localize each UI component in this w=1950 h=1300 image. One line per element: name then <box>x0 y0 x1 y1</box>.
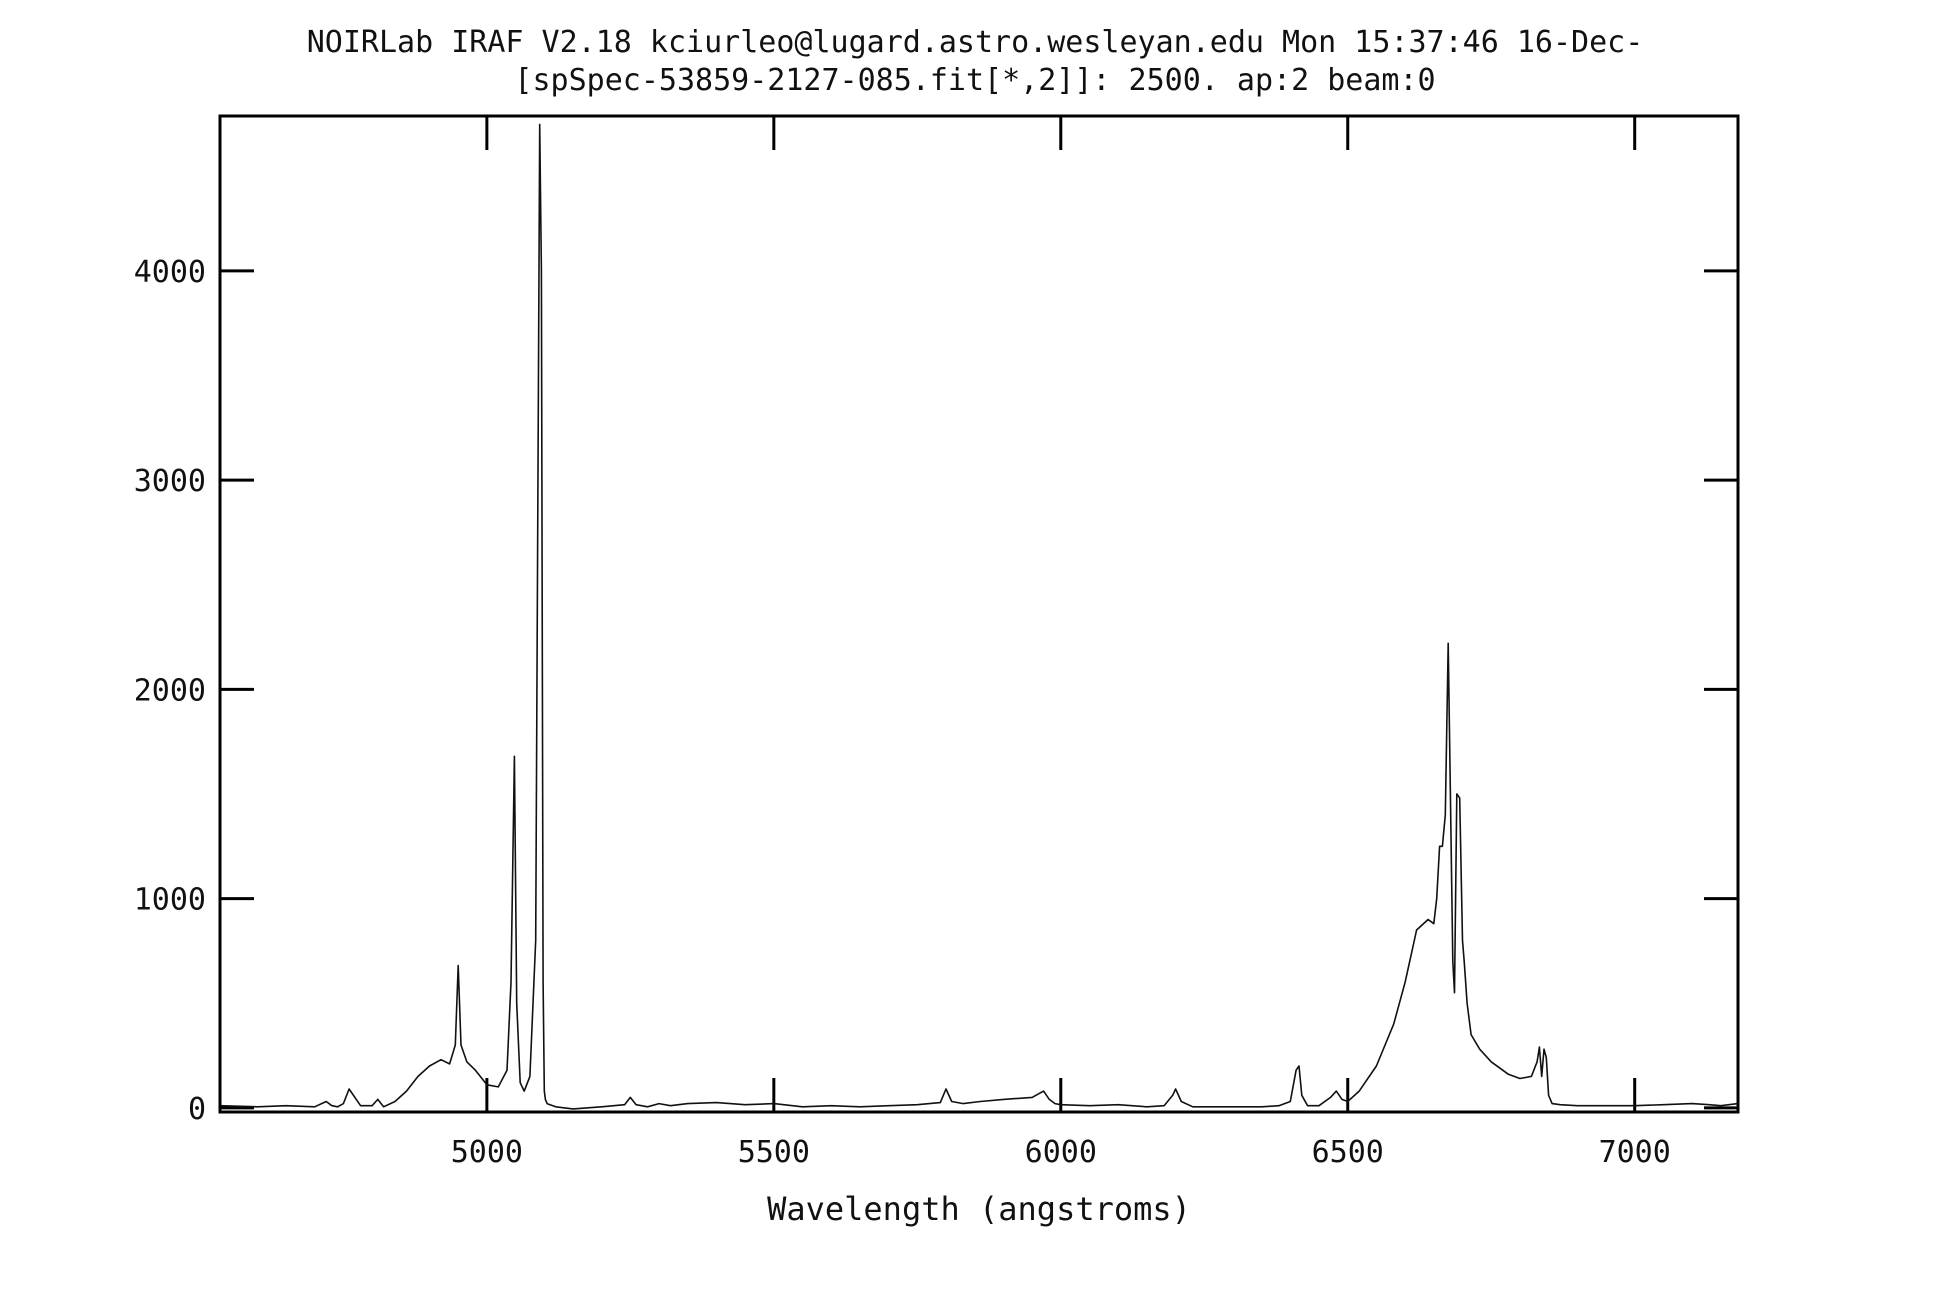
y-tick-label: 0 <box>188 1092 206 1127</box>
y-tick-label: 3000 <box>134 464 206 499</box>
y-tick-label: 2000 <box>134 673 206 708</box>
tick-labels: 5000 5500 6000 6500 7000 0 1000 2000 3000 4000 <box>134 255 1671 1170</box>
x-tick-label: 7000 <box>1599 1135 1671 1170</box>
chart-title: NOIRLab IRAF V2.18 kciurleo@lugard.astro… <box>307 25 1644 60</box>
x-tick-label: 6500 <box>1312 1135 1384 1170</box>
y-tick-label: 4000 <box>134 255 206 290</box>
axis-ticks <box>220 116 1738 1112</box>
x-tick-label: 5500 <box>738 1135 810 1170</box>
x-axis-label: Wavelength (angstroms) <box>767 1190 1191 1228</box>
spectrum-line <box>219 123 1739 1110</box>
y-tick-label: 1000 <box>134 883 206 918</box>
x-tick-label: 5000 <box>451 1135 523 1170</box>
plot-frame <box>218 114 1740 1114</box>
x-tick-label: 6000 <box>1025 1135 1097 1170</box>
chart-subtitle: [spSpec-53859-2127-085.fit[*,2]]: 2500. … <box>514 63 1435 98</box>
